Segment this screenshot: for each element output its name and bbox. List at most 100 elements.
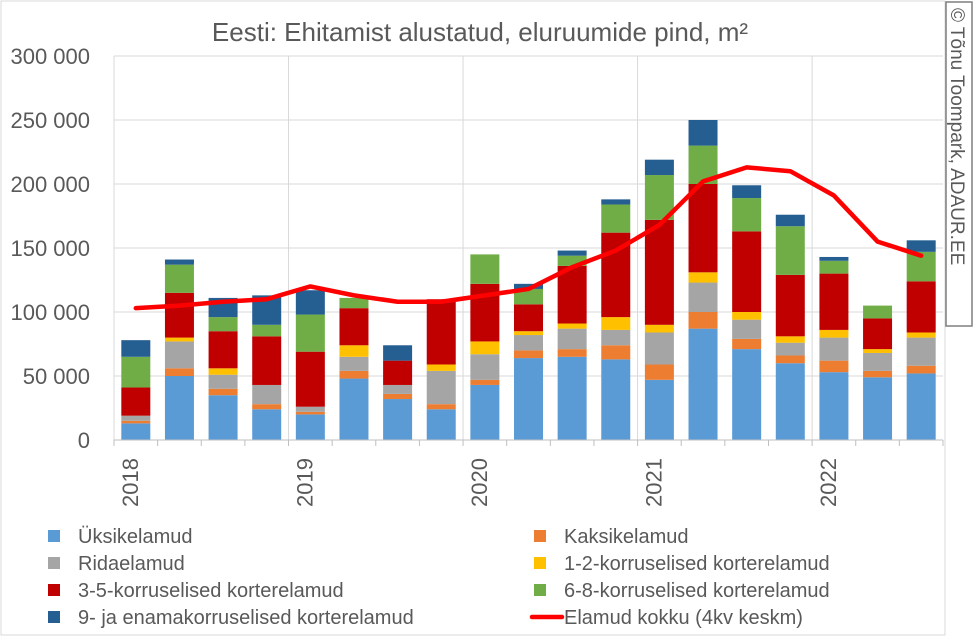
bar-segment bbox=[470, 254, 500, 284]
bar-segment bbox=[557, 265, 587, 324]
legend-label: 1-2-korruselised korterelamud bbox=[564, 553, 830, 575]
bar-segment bbox=[426, 409, 456, 440]
bar-segment bbox=[514, 358, 543, 440]
bar-segment bbox=[732, 338, 762, 350]
legend-label: 9- ja enamakorruselised korterelamud bbox=[78, 607, 414, 629]
bar-segment bbox=[557, 250, 587, 256]
legend-swatch bbox=[534, 584, 546, 596]
bar-segment bbox=[819, 256, 849, 261]
bar-segment bbox=[863, 349, 893, 353]
x-year-label: 2020 bbox=[467, 458, 492, 507]
legend-label: Kaksikelamud bbox=[564, 526, 689, 548]
bar-segment bbox=[688, 184, 718, 273]
bar-segment bbox=[819, 372, 849, 440]
x-axis: 2018 2019 2020 2021 2022 bbox=[113, 439, 944, 507]
legend-label: Elamud kokku (4kv keskm) bbox=[564, 607, 803, 629]
bar-segment bbox=[557, 323, 587, 329]
bar-segment bbox=[121, 423, 151, 440]
bar-segment bbox=[775, 355, 805, 364]
y-tick-label: 50 000 bbox=[23, 364, 90, 389]
bar-segment bbox=[208, 368, 238, 375]
bar-segment bbox=[688, 120, 718, 146]
legend: Üksikelamud Kaksikelamud Ridaelamud 1-2-kor… bbox=[48, 526, 830, 629]
bar-segment bbox=[295, 314, 325, 352]
bar-segment bbox=[252, 324, 282, 337]
legend-label: Üksikelamud bbox=[78, 526, 192, 548]
bar-segment bbox=[383, 384, 413, 394]
bar-segment bbox=[514, 304, 543, 332]
bar-segment bbox=[557, 349, 587, 357]
legend-label: Ridaelamud bbox=[78, 553, 185, 575]
bar-segment bbox=[732, 319, 762, 339]
bar-segment bbox=[557, 328, 587, 350]
bar-segment bbox=[906, 332, 936, 338]
bar-segment bbox=[339, 308, 369, 346]
bar-segment bbox=[252, 404, 282, 410]
bar-segment bbox=[295, 411, 325, 415]
bar-segment bbox=[164, 341, 194, 369]
bar-segment bbox=[688, 328, 718, 440]
bar-segment bbox=[208, 317, 238, 332]
bar-segment bbox=[470, 341, 500, 355]
bar-segment bbox=[732, 198, 762, 232]
bar-segment bbox=[557, 255, 587, 266]
legend-swatch bbox=[48, 557, 60, 569]
bar-segment bbox=[688, 282, 718, 312]
bar-segment bbox=[732, 185, 762, 199]
bar-segment bbox=[121, 356, 151, 388]
bar-segment bbox=[295, 406, 325, 412]
legend-swatch bbox=[48, 584, 60, 596]
bar-segment bbox=[732, 312, 762, 320]
y-tick-label: 300 000 bbox=[10, 44, 90, 69]
bar-segment bbox=[383, 399, 413, 440]
bar-segment bbox=[252, 384, 282, 405]
x-year-label: 2019 bbox=[293, 458, 318, 507]
bar-segment bbox=[863, 370, 893, 378]
bar-segment bbox=[339, 345, 369, 357]
bar-segment bbox=[775, 226, 805, 275]
bar-segment bbox=[164, 337, 194, 342]
bar-segment bbox=[644, 379, 674, 440]
bar-segment bbox=[906, 365, 936, 374]
bar-segment bbox=[644, 159, 674, 176]
bar-segment bbox=[164, 376, 194, 440]
bar-segment bbox=[121, 340, 151, 357]
bar-segment bbox=[426, 404, 456, 410]
bar-segment bbox=[470, 379, 500, 385]
bar-segment bbox=[164, 259, 194, 265]
y-tick-label: 0 bbox=[78, 428, 90, 453]
bar-segment bbox=[819, 260, 849, 274]
legend-swatch bbox=[48, 611, 60, 623]
bar-segment bbox=[644, 364, 674, 380]
bar-segment bbox=[470, 354, 500, 380]
legend-swatch bbox=[534, 557, 546, 569]
bar-segment bbox=[295, 351, 325, 407]
y-tick-label: 150 000 bbox=[10, 236, 90, 261]
x-year-label: 2018 bbox=[118, 458, 143, 507]
bar-segment bbox=[208, 374, 238, 389]
legend-label: 6-8-korruselised korterelamud bbox=[564, 580, 830, 602]
y-tick-label: 250 000 bbox=[10, 108, 90, 133]
legend-swatch bbox=[534, 530, 546, 542]
bar-segment bbox=[775, 336, 805, 343]
bar-series bbox=[121, 120, 936, 440]
bar-segment bbox=[164, 368, 194, 376]
bar-segment bbox=[121, 415, 151, 421]
bar-segment bbox=[383, 345, 413, 361]
bar-segment bbox=[383, 360, 413, 385]
bar-segment bbox=[601, 345, 631, 360]
bar-segment bbox=[906, 240, 936, 252]
bar-segment bbox=[819, 273, 849, 330]
bar-segment bbox=[863, 305, 893, 319]
bar-segment bbox=[426, 299, 456, 365]
bar-segment bbox=[644, 219, 674, 325]
credit-frame bbox=[945, 1, 973, 327]
bar-segment bbox=[601, 199, 631, 205]
bar-segment bbox=[863, 377, 893, 440]
bar-segment bbox=[688, 312, 718, 329]
bar-segment bbox=[601, 317, 631, 330]
bar-segment bbox=[208, 395, 238, 440]
bar-segment bbox=[164, 264, 194, 293]
bar-segment bbox=[644, 324, 674, 333]
bar-segment bbox=[775, 274, 805, 337]
